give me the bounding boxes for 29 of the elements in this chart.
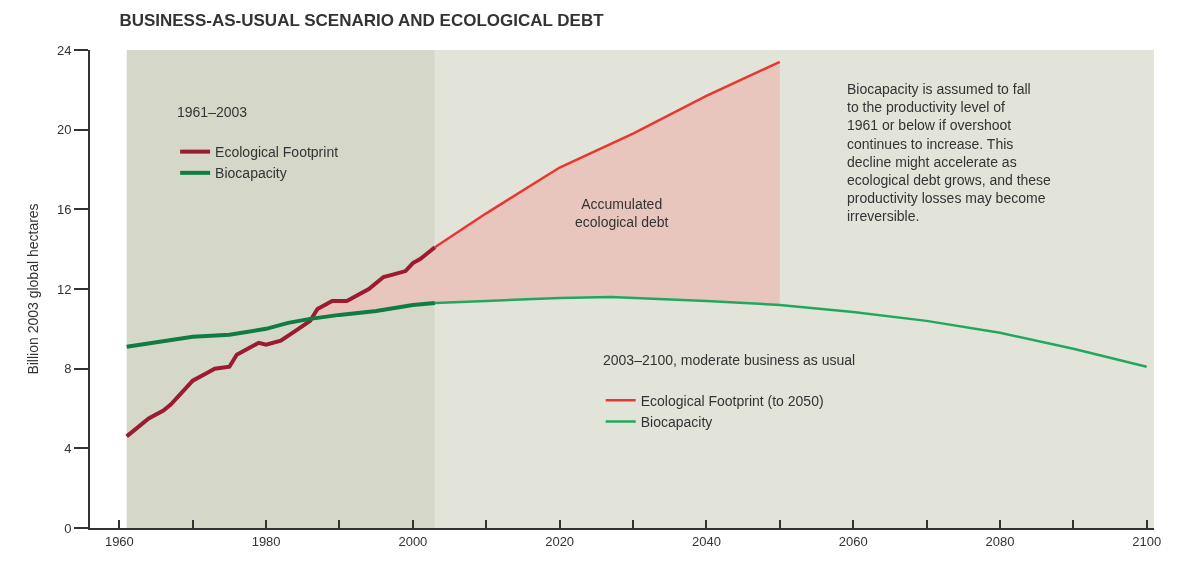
line-series	[124, 245, 437, 439]
annotation: 2003–2100, moderate business as usual	[603, 352, 856, 368]
x-tick-label: 2000	[398, 533, 428, 549]
line-series	[433, 60, 782, 249]
x-tick-label: 1960	[104, 533, 134, 549]
x-tick-label: 2060	[838, 533, 868, 549]
x-tick-label: 2080	[985, 533, 1015, 549]
x-tick-label: 2040	[691, 533, 721, 549]
chart-title: BUSINESS-AS-USUAL SCENARIO AND ECOLOGICAL DEBT	[119, 11, 605, 31]
y-tick-label: 0	[64, 520, 72, 536]
annotation: Biocapacity is assumed to fall to the productivity level of 1961 or below if overshoot continues to increase. This decline might accelerate as ecological debt grows, and these productivity losses may become irreversible.	[847, 81, 1052, 225]
legend-label: Ecological Footprint	[215, 144, 339, 161]
x-tick-label: 2020	[545, 533, 575, 549]
y-axis-title: Billion 2003 global hectares	[25, 203, 42, 375]
y-tick-label: 4	[64, 440, 72, 456]
y-tick-label: 12	[56, 281, 72, 297]
legend-label: Ecological Footprint (to 2050)	[640, 392, 824, 409]
annotation: Accumulated ecological debt	[575, 196, 669, 231]
y-tick-label: 16	[56, 201, 72, 217]
y-tick-label: 24	[56, 42, 72, 58]
line-series	[124, 300, 437, 349]
y-tick-label: 20	[56, 122, 72, 138]
annotation: 1961–2003	[177, 104, 248, 120]
x-tick-label: 2100	[1132, 533, 1162, 549]
x-tick-label: 1980	[251, 533, 281, 549]
y-tick-label: 8	[64, 361, 72, 377]
line-series	[433, 295, 1148, 368]
legend-label: Biocapacity	[640, 413, 713, 430]
legend-label: Biocapacity	[215, 165, 287, 182]
